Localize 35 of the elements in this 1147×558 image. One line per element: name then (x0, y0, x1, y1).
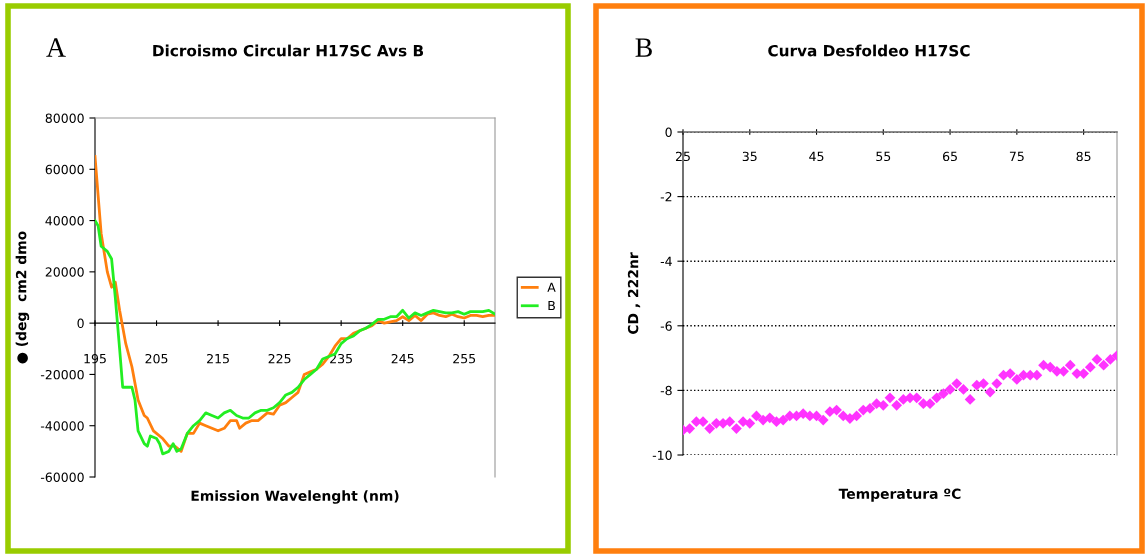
y-tick-label: -60000 (40, 472, 84, 482)
y-tick-label: 60000 (45, 164, 84, 175)
x-tick-label: 65 (943, 151, 957, 162)
x-tick-label: 205 (145, 353, 168, 364)
y-tick-label: -6 (660, 321, 672, 331)
x-axis-title: Temperatura ºC (838, 488, 961, 502)
y-axis-title: CD , 222nr (627, 252, 641, 335)
chart-title: Curva Desfoldeo H17SC (768, 44, 970, 57)
x-tick-label: 85 (1076, 151, 1091, 162)
y-tick-label: -8 (660, 385, 672, 396)
x-tick-label: 55 (876, 151, 891, 162)
y-tick-label: -40000 (40, 421, 84, 431)
legend-label: A (547, 282, 556, 292)
y-tick-label: 0 (77, 318, 84, 329)
y-axis-title: ● (deg cm2 dmo (15, 231, 30, 364)
y-tick-label: -20000 (40, 369, 84, 380)
y-tick-label: -2 (660, 192, 672, 202)
x-tick-label: 75 (1009, 151, 1024, 162)
text: A (46, 38, 66, 57)
x-axis-title: Emission Wavelenght (nm) (191, 490, 399, 504)
chart-title: Dicroismo Circular H17SC Avs B (153, 44, 424, 57)
y-tick-label: -4 (660, 256, 672, 266)
text: B (635, 38, 652, 57)
x-tick-label: 215 (207, 353, 229, 364)
x-tick-label: 225 (268, 353, 291, 364)
legend-label: B (548, 301, 555, 311)
x-tick-label: 45 (809, 151, 824, 162)
y-tick-label: 20000 (45, 267, 84, 277)
x-tick-label: 245 (391, 353, 414, 364)
y-tick-label: 0 (665, 127, 672, 137)
x-tick-label: 35 (742, 151, 757, 162)
x-tick-label: 255 (453, 353, 476, 364)
y-tick-label: 80000 (45, 113, 84, 123)
y-tick-label: -10 (652, 450, 672, 460)
y-tick-label: 40000 (45, 216, 84, 226)
